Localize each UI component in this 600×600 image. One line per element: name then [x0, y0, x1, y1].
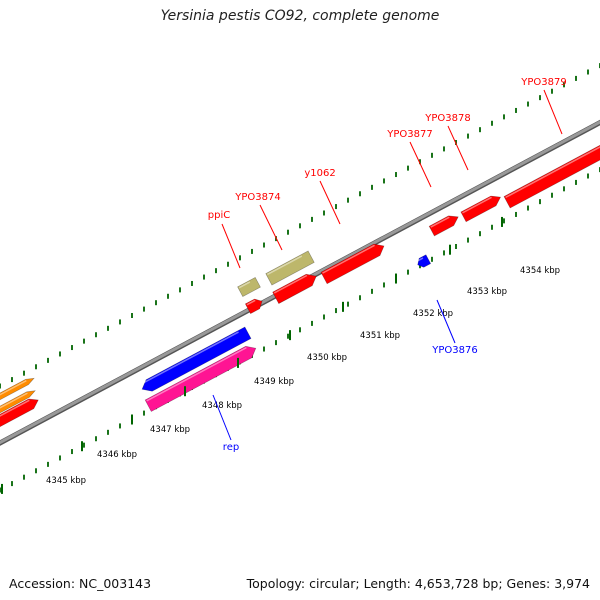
scale-tick-label: 4345 kbp: [46, 476, 86, 486]
feature-forward-small-highlight: [246, 299, 256, 306]
scale-tick-label: 4350 kbp: [307, 353, 347, 363]
feature-orange-body: [0, 377, 35, 405]
feature-forward-3879-body: [503, 143, 600, 209]
gene-label-ypo3878: YPO3878: [424, 113, 470, 124]
scale-tick-label: 4347 kbp: [150, 425, 190, 435]
scale-tick-label: 4348 kbp: [202, 401, 242, 411]
feature-orange-2-highlight: [0, 392, 28, 413]
feature-rna: [144, 345, 257, 412]
scale-ticks: 4345 kbp 4346 kbp 4347 kbp 4348 kbp 4349 kbp…: [1, 216, 560, 494]
gene-label-ypo3879: YPO3879: [520, 77, 566, 88]
map-title: Yersinia pestis CO92, complete genome: [160, 8, 440, 24]
genome-summary-text: Topology: circular; Length: 4,653,728 bp…: [246, 576, 590, 591]
gene-label-ypo3876: YPO3876: [431, 345, 477, 356]
feature-rna-highlight: [146, 346, 247, 402]
gene-labels: ppiC YPO3874 y1062 YPO3877 YPO3878 YPO3879 YPO…: [208, 77, 567, 453]
scale-tick-label: 4349 kbp: [254, 377, 294, 387]
feature-reverse-large-highlight: [140, 331, 239, 386]
feature-other: [265, 250, 315, 286]
gene-label-leader: [259, 204, 283, 251]
gene-label-leader: [221, 223, 241, 269]
feature-rna-body: [144, 345, 257, 412]
gene-label-leader: [447, 125, 469, 171]
feature-forward-small-body: [244, 298, 263, 315]
feature-forward-y1062-left-body: [272, 273, 317, 304]
feature-other-small-highlight: [238, 281, 251, 289]
feature-orange-highlight: [0, 380, 27, 401]
gene-label-leader: [212, 394, 232, 441]
gene-label-rep: rep: [223, 442, 239, 453]
feature-forward-left: [0, 398, 39, 432]
gene-label-y1062: y1062: [304, 168, 335, 179]
scale-tick-label: 4346 kbp: [97, 450, 137, 460]
feature-other-highlight: [267, 255, 303, 276]
feature-reverse-small-body: [417, 254, 432, 268]
feature-forward-3878-highlight: [462, 196, 492, 214]
feature-reverse-small: [416, 254, 432, 268]
gene-label-ypo3877: YPO3877: [386, 129, 432, 140]
feature-forward-y1062-left: [272, 273, 317, 304]
feature-reverse-large: [140, 326, 252, 392]
feature-forward-y1062-left-highlight: [273, 274, 308, 294]
gene-label-leader: [409, 141, 432, 188]
feature-orange: [0, 377, 35, 405]
feature-forward-3877: [428, 215, 459, 237]
feature-orange-2-body: [0, 390, 36, 417]
feature-forward-3878: [460, 195, 501, 223]
feature-reverse-large-body: [141, 326, 252, 392]
gene-label-ypo3874: YPO3874: [234, 192, 280, 203]
scale-tick-label: 4352 kbp: [413, 309, 453, 319]
feature-orange-2: [0, 390, 36, 417]
feature-other-small-body: [237, 277, 261, 297]
feature-forward-3877-highlight: [430, 216, 450, 228]
scale-tick-label: 4351 kbp: [360, 331, 400, 341]
feature-other-small: [237, 277, 261, 297]
feature-forward-3877-body: [428, 215, 459, 237]
feature-forward-3879-highlight: [505, 144, 600, 199]
feature-forward-y1062-highlight: [322, 244, 375, 274]
scale-tick-label: 4353 kbp: [467, 287, 507, 297]
scale-tick-label: 4354 kbp: [520, 266, 560, 276]
gene-label-leader: [319, 180, 341, 225]
feature-forward-3878-body: [460, 195, 501, 223]
accession-text: Accession: NC_003143: [9, 576, 152, 591]
feature-reverse-small-highlight: [416, 257, 424, 262]
feature-forward-left-body: [0, 398, 39, 432]
feature-forward-y1062: [320, 243, 385, 285]
feature-forward-3879: [503, 143, 600, 209]
gene-label-ppic: ppiC: [208, 210, 230, 221]
feature-forward-y1062-body: [320, 243, 385, 285]
gene-label-leader: [543, 89, 563, 135]
feature-other-body: [265, 250, 315, 286]
feature-layer: [0, 143, 600, 432]
feature-forward-left-highlight: [0, 399, 30, 423]
feature-forward-small: [244, 298, 263, 315]
gene-label-leader: [436, 299, 456, 344]
